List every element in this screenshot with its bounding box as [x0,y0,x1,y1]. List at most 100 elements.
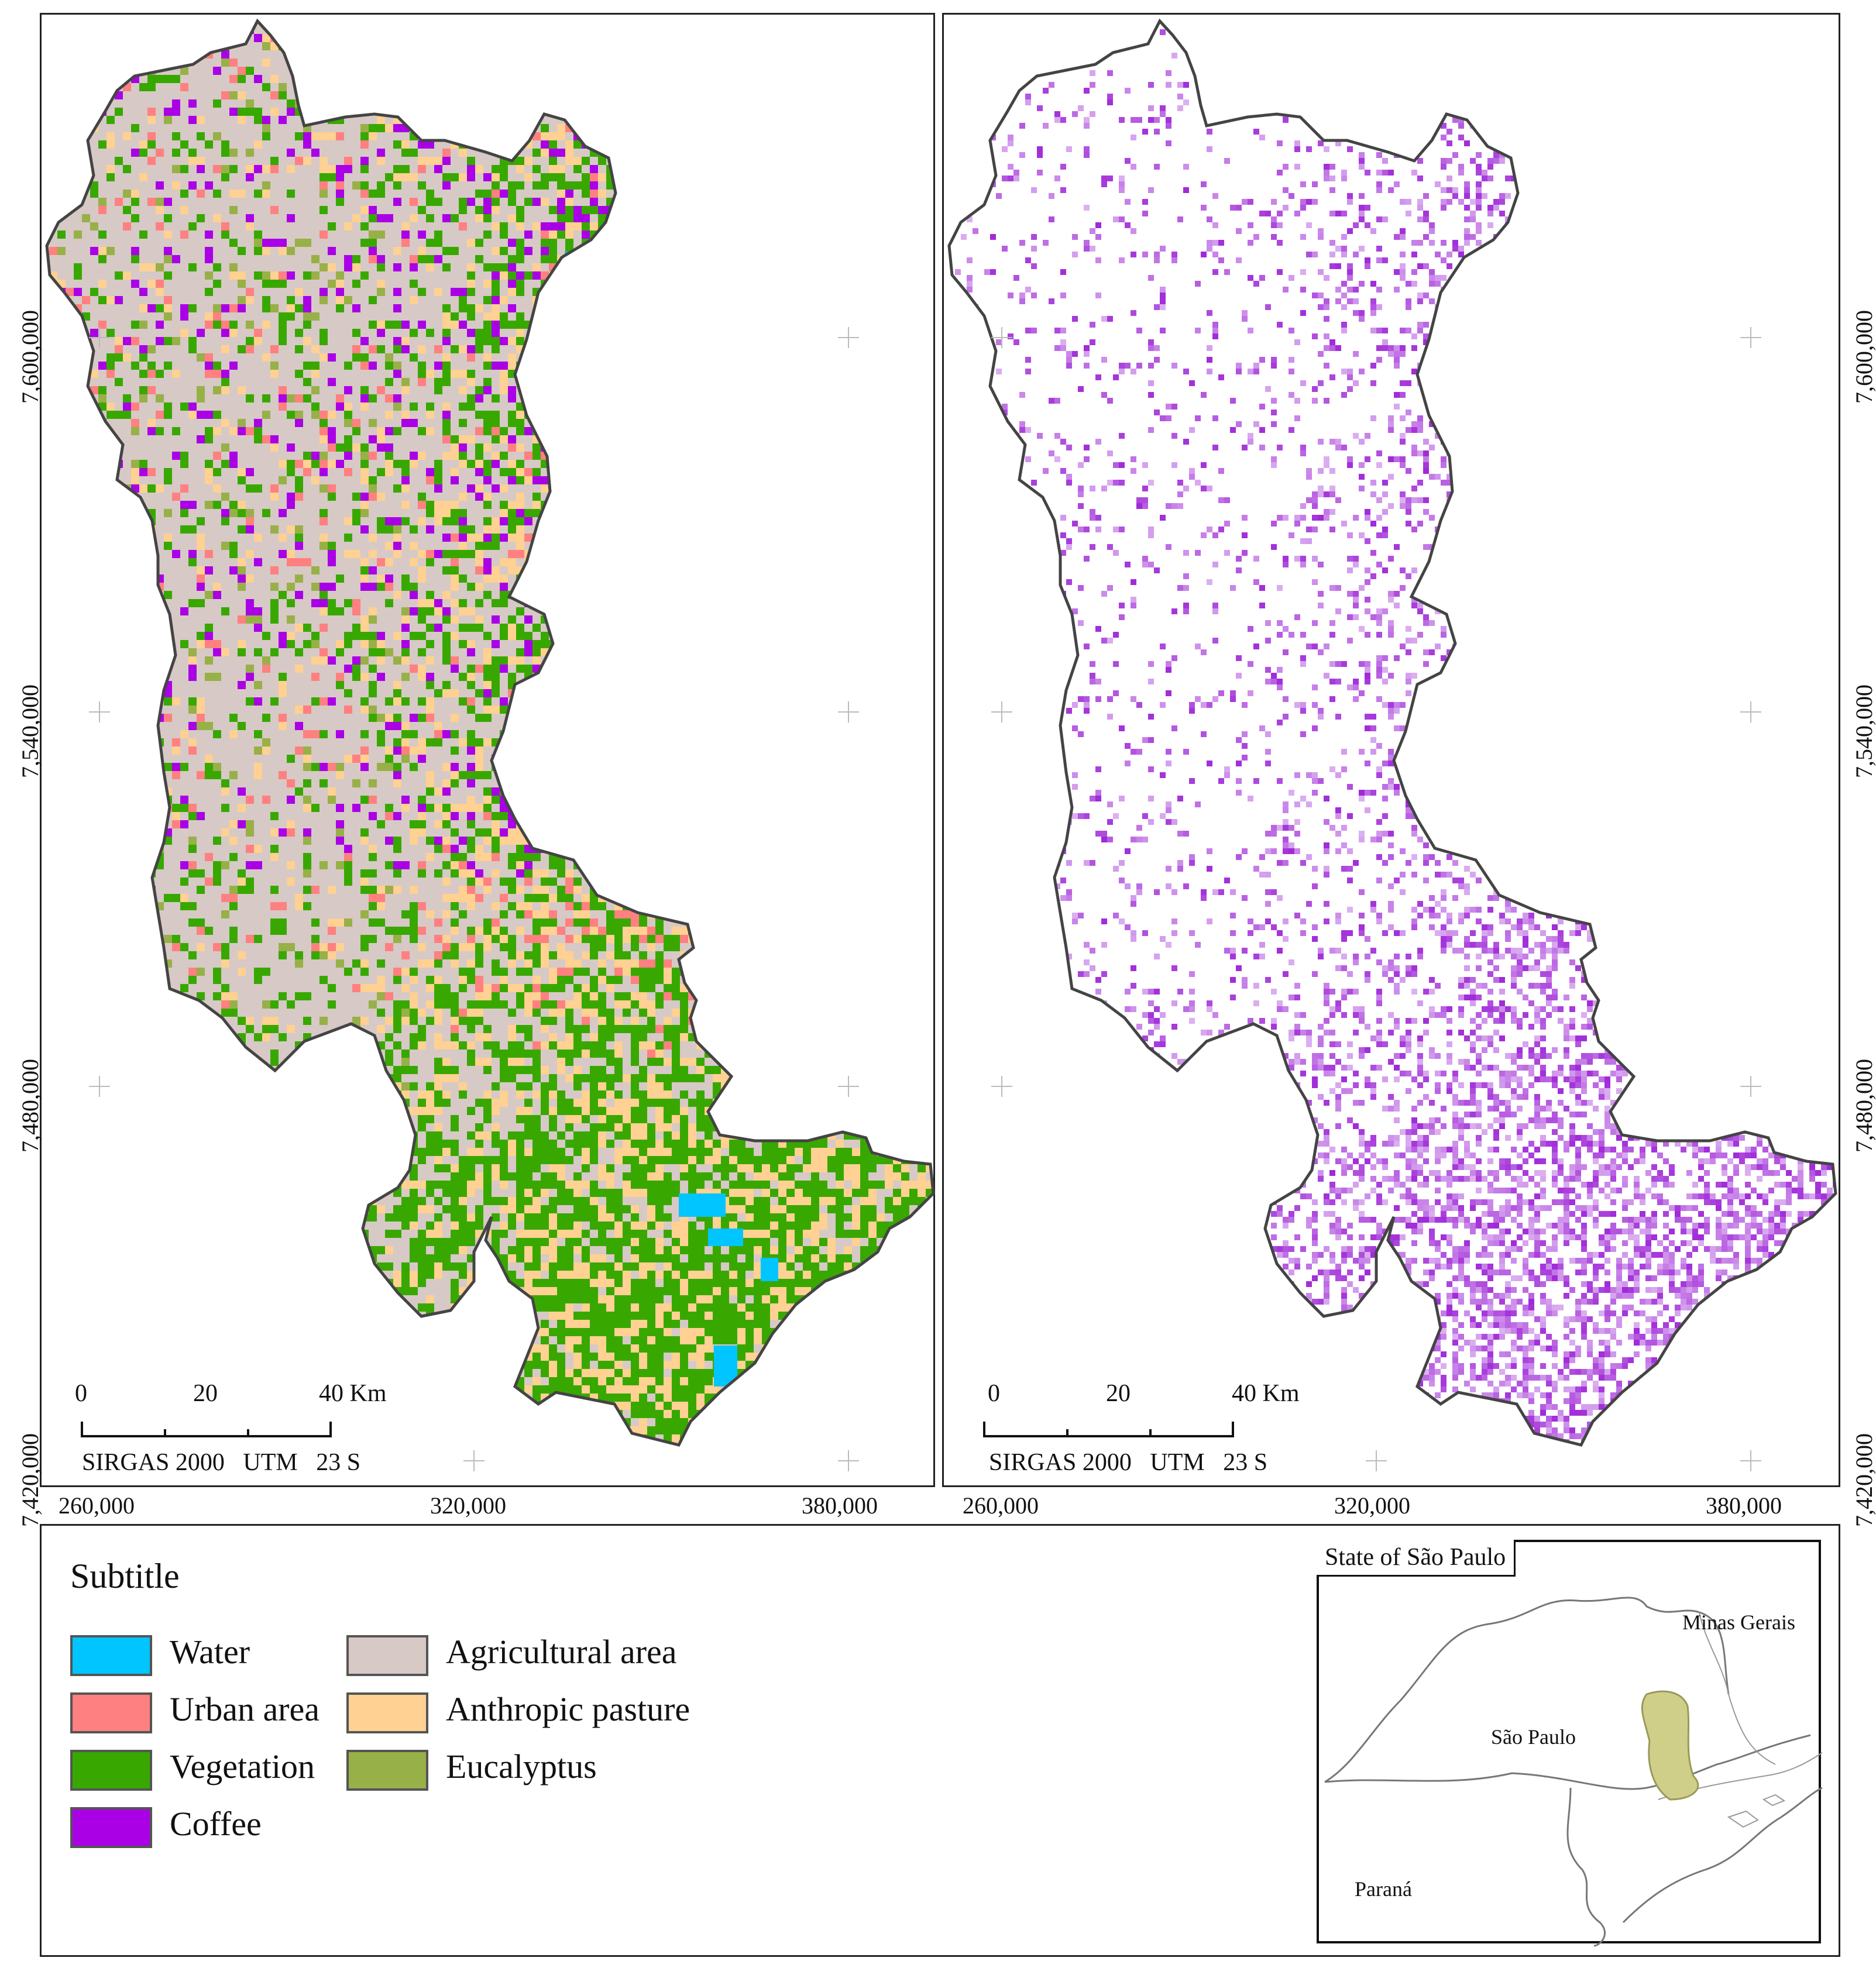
land-use-cell [590,624,598,632]
land-use-cell [795,517,803,525]
land-use-cell [385,394,393,402]
land-use-cell [590,165,598,173]
land-use-cell [410,525,418,534]
land-use-cell [680,99,688,108]
land-use-cell [319,697,328,706]
land-use-cell [623,181,631,190]
land-use-cell [852,239,860,247]
land-use-cell [221,230,229,239]
land-use-cell [786,206,795,214]
land-use-cell [737,321,745,329]
land-use-cell [549,673,557,681]
land-use-cell [713,239,721,247]
land-use-cell [918,443,926,452]
land-use-cell [287,149,295,157]
land-use-cell [532,75,541,83]
land-use-cell [213,452,221,460]
land-use-cell [205,427,213,435]
land-use-cell [778,509,786,517]
land-use-cell [786,648,795,656]
land-use-cell [836,435,844,443]
land-use-cell [934,157,942,165]
land-use-cell [672,206,680,214]
land-use-cell [688,509,696,517]
land-use-cell [754,402,762,411]
land-use-cell [557,91,565,99]
land-use-cell [762,419,770,427]
land-use-cell [451,452,459,460]
land-use-cell [623,42,631,50]
land-use-cell [606,67,614,75]
land-use-cell [483,427,492,435]
land-use-cell [754,345,762,353]
land-use-cell [885,222,893,230]
land-use-cell [696,550,705,558]
land-use-cell [336,271,344,280]
land-use-cell [885,59,893,67]
land-use-cell [836,427,844,435]
land-use-cell [623,673,631,681]
land-use-cell [623,427,631,435]
land-use-cell [786,83,795,91]
land-use-cell [500,173,508,181]
land-use-cell [786,280,795,288]
land-use-cell [303,59,311,67]
land-use-cell [803,75,811,83]
land-use-cell [893,247,901,255]
land-use-cell [901,296,909,304]
land-use-cell [573,42,582,50]
land-use-cell [827,337,836,345]
land-use-cell [57,247,66,255]
land-use-cell [860,443,868,452]
land-use-cell [713,263,721,271]
land-use-cell [836,222,844,230]
land-use-cell [516,116,524,124]
land-use-cell [680,427,688,435]
land-use-cell [877,108,885,116]
land-use-cell [319,181,328,190]
land-use-cell [745,214,754,222]
land-use-cell [139,83,147,91]
land-use-cell [729,157,737,165]
land-use-cell [123,550,131,558]
land-use-cell [655,296,664,304]
land-use-cell [631,222,639,230]
land-use-cell [377,157,385,165]
land-use-cell [786,222,795,230]
land-use-cell [557,509,565,517]
land-use-cell [918,534,926,542]
land-use-cell [598,59,606,67]
land-use-cell [557,198,565,206]
land-use-cell [680,132,688,140]
land-use-cell [451,99,459,108]
land-use-cell [549,517,557,525]
land-use-cell [598,443,606,452]
land-use-cell [623,574,631,583]
land-use-cell [664,34,672,42]
land-use-cell [549,67,557,75]
land-use-cell [328,173,336,181]
land-use-cell [909,452,918,460]
land-use-cell [131,255,139,263]
land-use-cell [557,165,565,173]
land-use-cell [877,91,885,99]
land-use-cell [852,116,860,124]
land-use-cell [360,206,369,214]
land-use-cell [164,198,172,206]
land-use-cell [868,681,877,689]
land-use-cell [778,427,786,435]
land-use-cell [819,91,827,99]
land-use-cell [360,574,369,583]
land-use-cell [868,321,877,329]
land-use-cell [786,75,795,83]
land-use-cell [573,427,582,435]
land-use-cell [745,99,754,108]
land-use-cell [524,370,532,378]
land-use-cell [74,26,82,34]
land-use-cell [729,99,737,108]
land-use-cell [229,206,238,214]
land-use-cell [811,345,819,353]
land-use-cell [836,370,844,378]
land-use-cell [680,296,688,304]
land-use-cell [680,116,688,124]
